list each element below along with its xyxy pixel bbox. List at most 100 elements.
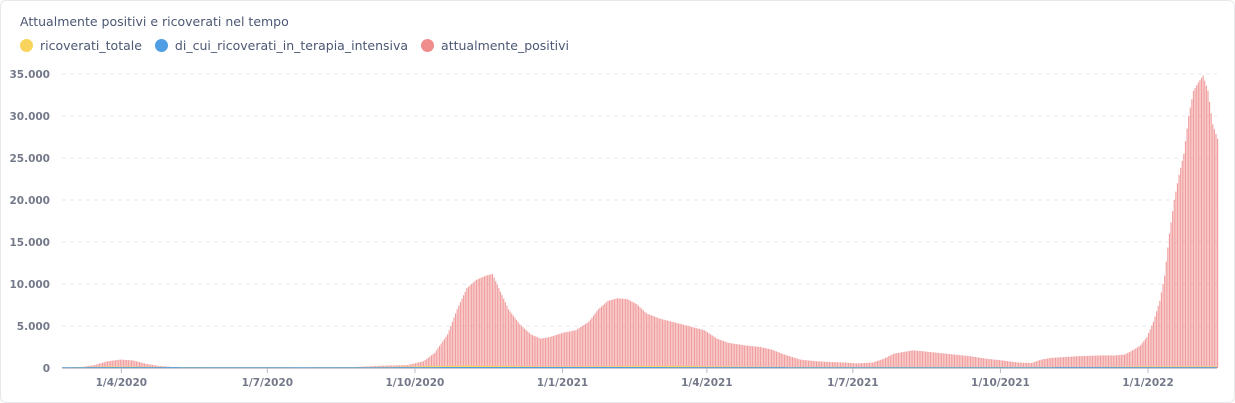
bar[interactable] — [121, 359, 123, 368]
bar[interactable] — [564, 332, 566, 368]
bar[interactable] — [493, 277, 495, 368]
bar[interactable] — [1133, 349, 1135, 368]
bar[interactable] — [888, 356, 890, 368]
bar[interactable] — [1013, 361, 1015, 368]
bar[interactable] — [438, 345, 441, 368]
bar[interactable] — [1059, 357, 1061, 368]
bar[interactable] — [880, 359, 882, 368]
bar[interactable] — [482, 277, 484, 368]
bar[interactable] — [1156, 311, 1158, 368]
bar[interactable] — [745, 345, 747, 368]
bar[interactable] — [514, 317, 516, 368]
bar[interactable] — [787, 355, 789, 368]
bar[interactable] — [1037, 360, 1039, 368]
bar[interactable] — [1038, 360, 1041, 368]
bar[interactable] — [690, 326, 692, 368]
bar[interactable] — [92, 365, 94, 368]
bar[interactable] — [1205, 85, 1207, 368]
bar[interactable] — [1204, 80, 1206, 368]
bar[interactable] — [592, 315, 595, 369]
bar[interactable] — [836, 362, 838, 368]
bar[interactable] — [653, 316, 656, 368]
bar[interactable] — [130, 360, 133, 368]
bar[interactable] — [958, 355, 960, 368]
bar[interactable] — [451, 321, 453, 368]
bar[interactable] — [1088, 355, 1090, 368]
bar[interactable] — [1197, 82, 1199, 369]
bar[interactable] — [697, 328, 699, 368]
bar[interactable] — [1056, 357, 1058, 369]
bar[interactable] — [540, 338, 542, 368]
bar[interactable] — [1130, 351, 1132, 368]
bar[interactable] — [703, 330, 705, 368]
bar[interactable] — [795, 358, 797, 368]
bar[interactable] — [429, 356, 431, 368]
bar[interactable] — [926, 351, 928, 368]
bar[interactable] — [1112, 355, 1114, 368]
bar[interactable] — [124, 359, 126, 368]
bar[interactable] — [135, 361, 137, 368]
bar[interactable] — [843, 362, 845, 368]
bar[interactable] — [129, 360, 131, 368]
bar[interactable] — [1091, 355, 1094, 368]
bar[interactable] — [458, 305, 460, 368]
bar[interactable] — [828, 361, 830, 368]
bar[interactable] — [1170, 222, 1172, 368]
bar[interactable] — [884, 357, 887, 368]
bar[interactable] — [408, 364, 410, 368]
bar[interactable] — [527, 331, 529, 368]
bar[interactable] — [437, 348, 439, 368]
bar[interactable] — [682, 324, 684, 368]
bar[interactable] — [1173, 200, 1175, 368]
bar[interactable] — [108, 361, 110, 368]
bar[interactable] — [1024, 362, 1026, 368]
bar[interactable] — [469, 285, 471, 368]
bar[interactable] — [835, 362, 837, 368]
bar[interactable] — [541, 338, 543, 368]
bar[interactable] — [1114, 355, 1116, 368]
bar[interactable] — [1080, 356, 1082, 368]
bar[interactable] — [549, 336, 551, 368]
bar[interactable] — [1074, 356, 1076, 368]
bar[interactable] — [1212, 124, 1214, 369]
bar[interactable] — [666, 320, 668, 368]
bar[interactable] — [1207, 90, 1209, 369]
bar[interactable] — [504, 302, 506, 368]
bar[interactable] — [601, 306, 603, 368]
bar[interactable] — [655, 317, 657, 368]
bar[interactable] — [811, 360, 813, 368]
bar[interactable] — [605, 302, 607, 368]
bar[interactable] — [905, 351, 907, 368]
bar[interactable] — [625, 298, 627, 368]
bar[interactable] — [528, 332, 530, 368]
bar[interactable] — [98, 363, 101, 368]
bar[interactable] — [751, 346, 753, 368]
bar[interactable] — [395, 365, 397, 368]
bar[interactable] — [150, 364, 152, 368]
bar[interactable] — [1087, 355, 1089, 368]
bar[interactable] — [432, 354, 434, 368]
bar[interactable] — [411, 363, 413, 368]
bar[interactable] — [652, 315, 654, 368]
bar[interactable] — [387, 365, 389, 368]
bar[interactable] — [809, 360, 811, 368]
bar[interactable] — [1063, 357, 1065, 368]
bar[interactable] — [636, 304, 638, 368]
bar[interactable] — [1160, 292, 1163, 368]
bar[interactable] — [1016, 362, 1018, 368]
bar[interactable] — [950, 354, 952, 368]
bar[interactable] — [923, 351, 925, 368]
bar[interactable] — [830, 362, 832, 368]
bar[interactable] — [1075, 356, 1077, 368]
bar[interactable] — [1217, 138, 1219, 368]
bar[interactable] — [562, 332, 564, 368]
bar[interactable] — [1071, 356, 1073, 368]
bar[interactable] — [716, 338, 718, 368]
bar[interactable] — [881, 359, 883, 368]
bar[interactable] — [785, 355, 787, 368]
bar[interactable] — [1046, 358, 1049, 368]
bar[interactable] — [490, 274, 492, 368]
bar[interactable] — [779, 352, 781, 368]
bar[interactable] — [1085, 355, 1087, 368]
bar[interactable] — [1202, 75, 1204, 369]
